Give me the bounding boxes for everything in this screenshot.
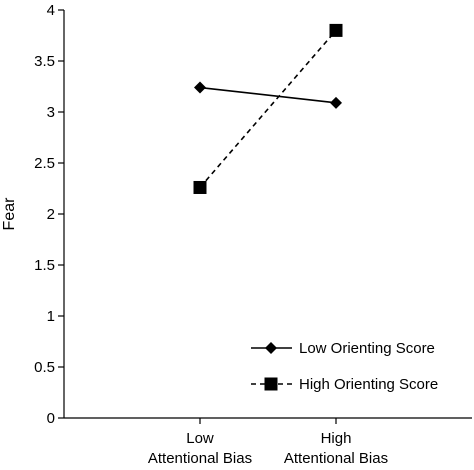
data-point-square bbox=[193, 180, 207, 194]
y-tick-label: 3.5 bbox=[34, 53, 55, 70]
data-point-diamond bbox=[330, 96, 342, 109]
y-tick-label: 1.5 bbox=[34, 257, 55, 274]
x-axis-ticks: Low Attentional Bias High Attentional Bias bbox=[148, 418, 388, 467]
y-axis-ticks: 0 0.5 1 1.5 2 2.5 3 3.5 4 bbox=[34, 2, 64, 427]
series-lines bbox=[193, 23, 343, 194]
series-0 bbox=[194, 81, 342, 109]
legend-label: Low Orienting Score bbox=[299, 340, 435, 357]
legend-marker-square bbox=[264, 377, 278, 391]
x-tick-label-line: Low bbox=[186, 430, 214, 447]
y-tick-label: 2 bbox=[47, 206, 55, 223]
x-tick-label-line: Attentional Bias bbox=[148, 450, 252, 467]
x-tick-label-line: High bbox=[321, 430, 352, 447]
y-tick-label: 0 bbox=[47, 410, 55, 427]
series-line bbox=[199, 86, 337, 104]
y-tick-label: 4 bbox=[47, 2, 55, 19]
y-axis-label: Fear bbox=[1, 197, 18, 231]
y-tick-label: 0.5 bbox=[34, 359, 55, 376]
series-1 bbox=[193, 23, 343, 194]
data-point-diamond bbox=[194, 81, 206, 94]
data-point-square bbox=[329, 23, 343, 37]
series-line bbox=[199, 29, 337, 189]
legend: Low Orienting Score High Orienting Score bbox=[251, 340, 438, 393]
x-tick-label: Low Attentional Bias bbox=[148, 430, 252, 467]
y-tick-label: 1 bbox=[47, 308, 55, 325]
y-tick-label: 2.5 bbox=[34, 155, 55, 172]
x-tick-label-line: Attentional Bias bbox=[284, 450, 388, 467]
y-tick-label: 3 bbox=[47, 104, 55, 121]
x-tick-label: High Attentional Bias bbox=[284, 430, 388, 467]
legend-marker-diamond bbox=[265, 342, 277, 354]
legend-label: High Orienting Score bbox=[299, 376, 438, 393]
